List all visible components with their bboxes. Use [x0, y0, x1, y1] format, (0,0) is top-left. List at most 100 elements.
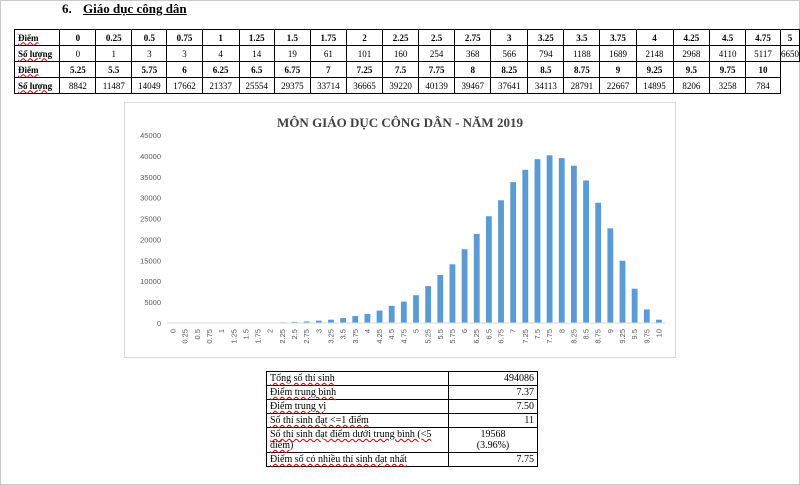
summary-label: Số thí sinh đạt điểm dưới trung bình (<5…	[266, 427, 449, 453]
table-cell: 19	[273, 45, 311, 62]
table-cell: 5117	[745, 45, 781, 62]
summary-table: Tổng số thí sinh 494086 Điểm trung bình 7.3…	[266, 371, 538, 467]
table-cell: 101	[345, 45, 384, 62]
table-cell: 5.5	[95, 61, 133, 78]
table-cell: 2	[345, 29, 384, 46]
bar	[595, 202, 602, 323]
section-number: 6.	[62, 1, 72, 16]
table-cell: 4.75	[745, 29, 781, 46]
table-cell: 21337	[201, 77, 240, 94]
x-tick-label: 10	[654, 329, 663, 337]
table-cell: 0.5	[131, 29, 168, 46]
x-tick-label: 9	[606, 329, 615, 333]
table-cell: 5	[780, 29, 800, 46]
bar	[631, 288, 638, 323]
table-cell: 25554	[238, 77, 275, 94]
x-tick-label: 8.25	[569, 329, 578, 344]
y-tick-label: 25000	[140, 215, 161, 224]
x-tick-label: 9.75	[642, 329, 651, 344]
table-cell: 3	[490, 29, 529, 46]
x-tick-label: 6.5	[484, 329, 493, 339]
table-cell: 17662	[166, 77, 203, 94]
table-cell: 3.75	[599, 29, 637, 46]
table-cell: 14895	[635, 77, 674, 94]
bar	[583, 180, 589, 323]
bar	[364, 314, 371, 323]
bar	[340, 318, 347, 323]
table-cell: 4.5	[709, 29, 747, 46]
bar	[619, 260, 626, 323]
summary-label: Điểm số có nhiều thí sinh đạt nhất	[266, 452, 449, 467]
bar	[607, 228, 614, 323]
x-tick-label: 4.75	[399, 329, 408, 344]
y-tick-label: 30000	[140, 194, 161, 203]
table-cell: 8.5	[527, 61, 565, 78]
table-cell: 14049	[131, 77, 168, 94]
summary-value: 19568 (3.96%)	[448, 427, 538, 453]
chart-svg: MÔN GIÁO DỤC CÔNG DÂN - NĂM 2019 0 5000 10…	[140, 115, 665, 344]
bar	[510, 182, 517, 323]
x-tick-label: 1.75	[254, 329, 263, 344]
summary-value: 7.37	[448, 385, 538, 400]
y-tick-label: 5000	[144, 298, 161, 307]
x-tick-label: 6.25	[472, 329, 481, 344]
y-tick-label: 45000	[140, 131, 161, 140]
y-axis: 0 5000 10000 15000 20000 25000 30000 35000 40000…	[140, 131, 161, 328]
x-tick-label: 6	[460, 329, 469, 333]
x-tick-label: 5.5	[436, 329, 445, 339]
table-cell: 8842	[59, 77, 97, 94]
bar	[315, 320, 322, 323]
x-tick-label: 8.5	[582, 329, 591, 339]
y-tick-label: 15000	[140, 256, 161, 265]
summary-value-main: 11	[524, 415, 534, 426]
table-cell: 0.75	[166, 29, 203, 46]
x-tick-label: 8.75	[594, 329, 603, 344]
table-cell: 0.25	[95, 29, 133, 46]
x-tick-label: 3.5	[339, 329, 348, 339]
empty-cell	[781, 78, 800, 94]
table-cell: 14	[238, 45, 275, 62]
table-cell: 29375	[273, 77, 311, 94]
summary-value: 494086	[448, 371, 538, 386]
table-cell: 6.75	[273, 61, 311, 78]
summary-row: Điểm trung bình 7.37	[266, 385, 538, 400]
table-cell: 11487	[95, 77, 133, 94]
summary-value: 7.50	[448, 399, 538, 414]
y-tick-label: 0	[157, 319, 161, 328]
table-cell: 784	[745, 77, 781, 94]
table-cell: 794	[527, 45, 565, 62]
table-cell: 22667	[599, 77, 637, 94]
table-cell: 7.25	[345, 61, 384, 78]
y-tick-label: 10000	[140, 277, 161, 286]
bar	[485, 216, 492, 323]
x-tick-label: 3.75	[351, 329, 360, 344]
table-cell: 2.25	[382, 29, 420, 46]
x-tick-label: 3.25	[326, 329, 335, 344]
table-cell: 36665	[345, 77, 384, 94]
table-cell: 1.5	[273, 29, 311, 46]
table-cell: 2.5	[418, 29, 456, 46]
table-cell: 254	[418, 45, 456, 62]
x-tick-label: 1	[217, 329, 226, 333]
table-cell: 2.75	[454, 29, 492, 46]
table-cell: 5.25	[59, 61, 97, 78]
table-cell: 9.75	[709, 61, 747, 78]
table-cell: 34113	[527, 77, 565, 94]
bar	[376, 310, 383, 323]
table-cell: 3258	[709, 77, 747, 94]
table-cell: 4	[635, 29, 674, 46]
empty-cell	[781, 62, 800, 78]
bar	[558, 158, 565, 323]
y-tick-label: 20000	[140, 235, 161, 244]
chart-title: MÔN GIÁO DỤC CÔNG DÂN - NĂM 2019	[277, 115, 523, 130]
x-tick-label: 5	[412, 329, 421, 333]
bars	[194, 155, 662, 323]
bar	[643, 309, 650, 323]
table-cell: 8.25	[490, 61, 529, 78]
summary-value-main: 7.37	[516, 387, 535, 398]
bar	[656, 319, 662, 323]
count-row: Số lượng 8842 11487 14049 17662 21337 25554 293…	[13, 77, 800, 94]
x-tick-label: 6.75	[497, 329, 506, 344]
summary-value-main: 7.75	[516, 454, 535, 465]
table-cell: 1689	[599, 45, 637, 62]
